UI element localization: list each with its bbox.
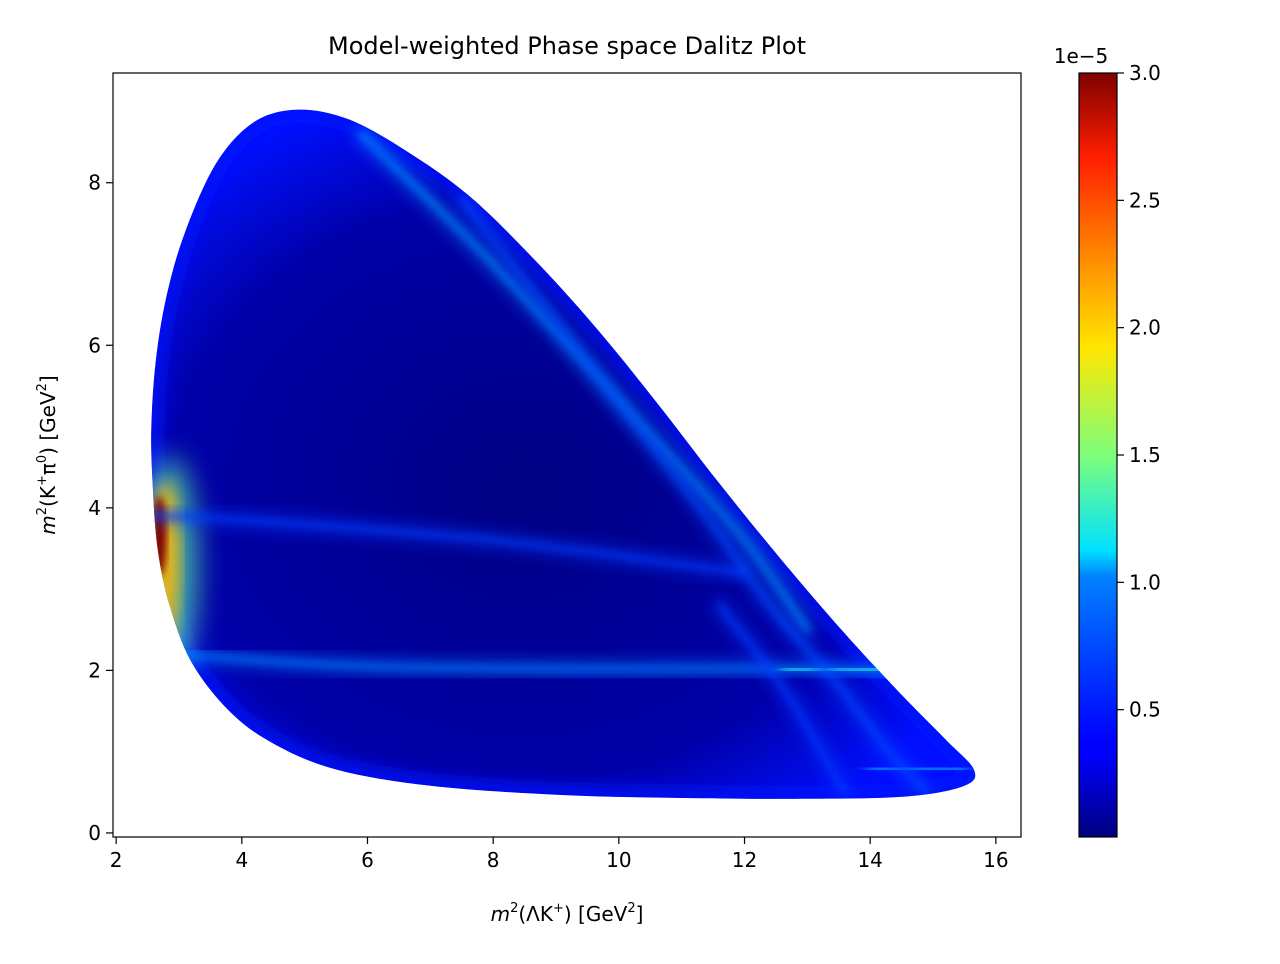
x-axis-ticks: 2 4 6 8 10 12 14 16 bbox=[110, 837, 1009, 872]
x-axis-label: m2(ΛK+) [GeV2] bbox=[491, 901, 644, 926]
x-tick-label: 10 bbox=[606, 848, 631, 872]
y-tick-label: 4 bbox=[88, 496, 101, 520]
resonance-band-7 bbox=[717, 603, 848, 795]
x-tick-label: 4 bbox=[235, 848, 248, 872]
colorbar-tick-label: 1.0 bbox=[1129, 570, 1161, 594]
phase-space-region bbox=[151, 109, 976, 799]
y-axis-label: m2(K+π0) [GeV2] bbox=[35, 375, 60, 534]
resonance-band-1 bbox=[151, 514, 747, 575]
y-tick-label: 0 bbox=[88, 821, 101, 845]
x-tick-label: 14 bbox=[857, 848, 882, 872]
resonance-band-6 bbox=[459, 197, 929, 795]
colorbar-ticks: 0.5 1.0 1.5 2.0 2.5 3.0 bbox=[1117, 61, 1161, 722]
resonance-band-4 bbox=[868, 765, 967, 772]
colorbar-tick-label: 2.5 bbox=[1129, 188, 1161, 212]
chart-title: Model-weighted Phase space Dalitz Plot bbox=[328, 32, 806, 60]
colorbar-tick-label: 1.5 bbox=[1129, 443, 1161, 467]
y-tick-label: 2 bbox=[88, 658, 101, 682]
colorbar-tick-label: 2.0 bbox=[1129, 316, 1161, 340]
colorbar-tick-label: 0.5 bbox=[1129, 698, 1161, 722]
y-axis-ticks: 0 2 4 6 8 bbox=[88, 171, 113, 845]
x-tick-label: 8 bbox=[487, 848, 500, 872]
colorbar-offset-label: 1e−5 bbox=[1054, 44, 1109, 68]
x-tick-label: 16 bbox=[983, 848, 1008, 872]
colorbar bbox=[1079, 73, 1117, 837]
x-tick-label: 6 bbox=[361, 848, 374, 872]
x-tick-label: 2 bbox=[110, 848, 123, 872]
colorbar-tick-label: 3.0 bbox=[1129, 61, 1161, 85]
x-tick-label: 12 bbox=[732, 848, 757, 872]
plot-frame bbox=[112, 72, 1022, 838]
y-tick-label: 8 bbox=[88, 171, 101, 195]
y-tick-label: 6 bbox=[88, 333, 101, 357]
